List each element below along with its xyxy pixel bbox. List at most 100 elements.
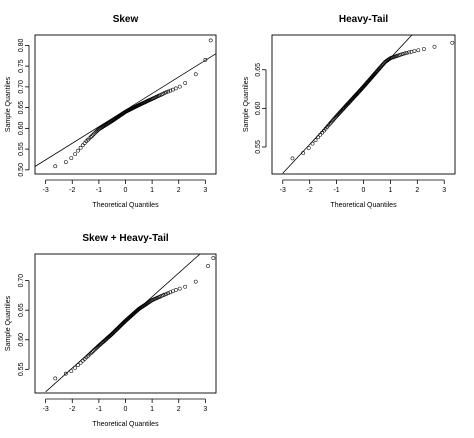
qq-point [168,88,173,93]
qq-outlier-point [206,263,210,268]
x-tick-label: 3 [203,406,207,413]
qq-point [387,57,391,61]
qq-point [333,115,337,120]
x-tick-label: 2 [415,187,419,194]
qq-point [80,358,85,363]
qq-panel-3: Skew + Heavy-Tail-3 -2 -1 0 1 2 30.550.600.650… [5,233,217,428]
y-axis: 0.50 0.55 0.60 0.65 0.70 0.75 0.80 [18,38,30,177]
qq-point [162,292,167,297]
qq-outlier-point [450,40,455,45]
qq-point [331,118,335,122]
plot-area [45,254,216,393]
x-tick-label: -2 [69,406,75,413]
plot-area [35,38,216,169]
qq-point [330,119,334,124]
qq-point [94,129,99,134]
y-tick-label: 0.60 [18,121,25,135]
qq-point [412,49,417,53]
qq-point [407,50,411,55]
y-tick-label: 0.70 [18,80,25,94]
qq-point [93,347,98,351]
qq-point [73,152,77,156]
qq-point [399,52,404,57]
qq-point [63,371,68,376]
x-tick-label: -1 [96,187,102,194]
y-axis-label: Sample Quantiles [243,76,250,132]
qq-points [290,40,455,161]
qq-point [92,131,97,136]
x-tick-label: 1 [388,187,392,194]
qq-outlier-point [208,38,213,43]
chart-title: Heavy-Tail [339,14,389,25]
qq-point [91,132,96,137]
qq-point [78,145,83,150]
qq-point [92,348,97,352]
x-tick-label: 3 [203,187,207,194]
y-tick-label: 0.65 [255,63,262,77]
qq-point [332,117,336,121]
qq-point [166,291,171,295]
x-tick-label: -3 [43,187,49,194]
y-tick-label: 0.60 [18,333,25,347]
x-tick-label: 1 [150,406,154,413]
qq-point [90,133,94,138]
x-tick-label: -3 [43,406,49,413]
qq-point [69,156,74,160]
qq-point [290,156,295,161]
qq-point [416,48,421,53]
qq-point [63,160,68,164]
y-tick-label: 0.60 [255,101,262,115]
qq-point [90,350,94,354]
x-axis: -3 -2 -1 0 1 2 3 [43,179,207,194]
qq-point [78,360,83,365]
x-tick-label: -2 [69,187,75,194]
qq-point [177,286,182,291]
y-tick-label: 0.55 [18,142,25,156]
y-tick-label: 0.55 [18,362,25,376]
plot-frame [34,253,217,394]
qq-point [53,376,58,381]
qq-point [69,369,74,373]
x-tick-label: 1 [150,187,154,194]
qq-point [174,288,178,292]
qq-point [183,284,188,289]
qq-point [301,151,306,155]
qq-panel-2: Heavy-Tail -3 -2 -1 0 1 2 3 0.55 0.60 0.65 Theoreti… [243,14,456,209]
y-axis-label: Sample Quantiles [5,295,12,351]
qq-point [91,349,96,353]
qq-point [174,86,178,91]
qq-point [193,72,198,77]
qq-point [310,141,315,146]
y-axis: 0.55 0.60 0.65 [255,63,267,154]
qq-panel-1: Skew-3 -2 -1 0 1 2 30.500.550.600.650.700.750.… [5,14,217,209]
qq-point [53,164,58,169]
chart-title: Skew + Heavy-Tail [82,233,168,244]
qq-point [93,130,98,135]
qq-point [162,91,167,95]
qq-point [177,84,182,89]
y-tick-label: 0.65 [18,303,25,317]
qq-point [421,47,426,51]
x-tick-label: 0 [362,187,366,194]
x-axis-label: Theoretical Quantiles [92,421,159,428]
qq-point [306,146,311,150]
y-tick-label: 0.55 [255,140,262,154]
x-tick-label: -3 [280,187,286,194]
qq-point [88,135,93,139]
y-tick-label: 0.70 [18,274,25,288]
qq-point [402,51,407,56]
qq-point [168,290,173,295]
qq-point [76,363,80,367]
qq-point [73,365,77,370]
qq-point [148,299,153,303]
x-axis-label: Theoretical Quantiles [92,202,159,209]
chart-title: Skew [113,14,139,25]
qq-points [53,38,213,169]
qq-outlier-point [203,58,208,62]
y-tick-label: 0.50 [18,163,25,177]
x-tick-label: 0 [124,406,128,413]
x-tick-label: 2 [177,187,181,194]
x-axis: -3 -2 -1 0 1 2 3 [43,398,207,413]
x-tick-label: 3 [442,187,446,194]
